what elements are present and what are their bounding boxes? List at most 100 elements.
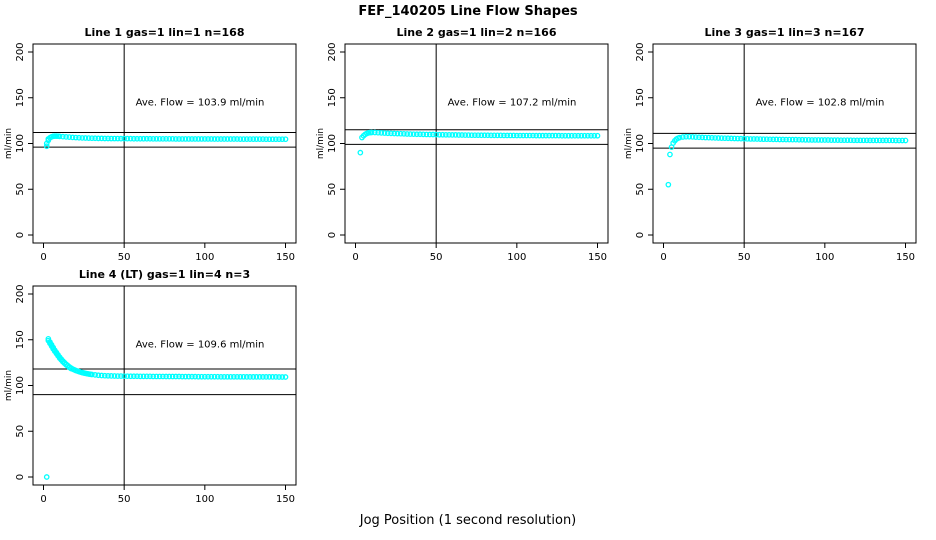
- x-tick-label: 50: [118, 252, 131, 263]
- data-point-marker: [507, 132, 514, 139]
- data-point-marker: [815, 137, 822, 143]
- data-point-marker: [256, 136, 263, 142]
- data-point-marker: [266, 136, 273, 143]
- data-point-marker: [844, 137, 851, 144]
- data-point-marker: [413, 131, 420, 138]
- data-point-marker: [130, 373, 137, 380]
- data-point-marker: [796, 136, 802, 143]
- data-point-marker: [594, 132, 601, 139]
- data-point-marker: [449, 132, 456, 138]
- data-point-marker: [143, 373, 150, 380]
- data-point-marker: [805, 136, 812, 143]
- data-point-marker: [140, 135, 147, 142]
- data-point-marker: [689, 134, 696, 140]
- data-point-marker: [725, 135, 731, 142]
- data-point-marker: [375, 129, 381, 136]
- data-point-marker: [92, 135, 98, 142]
- y-tick-label: 150: [635, 88, 646, 107]
- data-point-marker: [555, 132, 562, 139]
- data-point-marker: [559, 132, 565, 139]
- data-point-marker: [269, 374, 276, 380]
- data-point-marker: [734, 135, 741, 142]
- data-point-marker: [205, 373, 211, 380]
- data-point-marker: [114, 373, 121, 379]
- panel-title: Line 3 gas=1 lin=3 n=167: [704, 26, 864, 39]
- data-points: [665, 133, 909, 188]
- data-point-marker: [101, 372, 108, 379]
- data-point-marker: [433, 131, 440, 138]
- data-point-marker: [276, 374, 282, 380]
- data-point-marker: [841, 137, 848, 144]
- data-point-marker: [439, 131, 446, 138]
- data-point-marker: [520, 132, 527, 139]
- data-point-marker: [95, 372, 102, 379]
- data-point-marker: [565, 132, 572, 139]
- data-point-marker: [263, 374, 269, 380]
- panel-line-4: Line 4 (LT) gas=1 lin=4 n=3 0 50 100 150 0 50 1…: [2, 266, 312, 516]
- data-point-marker: [854, 137, 860, 144]
- y-tick-label: 50: [15, 183, 26, 196]
- data-point-marker: [857, 137, 864, 144]
- data-point-marker: [243, 374, 250, 380]
- data-point-marker: [127, 135, 134, 142]
- data-point-marker: [459, 132, 465, 138]
- data-point-marker: [676, 134, 683, 141]
- data-point-marker: [883, 137, 889, 144]
- x-tick-label: 150: [588, 252, 607, 263]
- data-point-marker: [211, 136, 218, 142]
- data-point-marker: [89, 135, 95, 142]
- data-point-marker: [134, 373, 140, 380]
- plot-box: [32, 285, 297, 486]
- data-point-marker: [166, 373, 173, 380]
- data-point-marker: [876, 137, 883, 144]
- data-point-marker: [533, 132, 540, 139]
- data-point-marker: [899, 137, 906, 144]
- data-point-marker: [182, 136, 189, 142]
- data-point-marker: [494, 132, 501, 139]
- data-point-marker: [504, 132, 511, 139]
- data-point-marker: [799, 136, 806, 143]
- y-tick-label: 150: [15, 88, 26, 107]
- data-point-marker: [401, 130, 407, 137]
- panel-svg: Line 1 gas=1 lin=1 n=168 0 50 100 150 0 50 100 1…: [4, 26, 297, 263]
- x-tick-label: 100: [195, 494, 214, 505]
- data-point-marker: [381, 130, 388, 136]
- y-tick-label: 200: [15, 42, 26, 61]
- data-point-marker: [279, 374, 286, 380]
- data-point-marker: [214, 136, 221, 142]
- data-point-marker: [549, 132, 556, 139]
- data-point-marker: [253, 136, 260, 142]
- data-point-marker: [260, 374, 266, 380]
- y-tick-label: 200: [15, 284, 26, 303]
- data-point-marker: [686, 133, 693, 140]
- data-point-marker: [572, 132, 578, 139]
- data-point-marker: [792, 136, 799, 143]
- data-point-marker: [786, 136, 793, 143]
- data-point-marker: [773, 136, 780, 143]
- data-point-marker: [863, 137, 870, 144]
- data-point-marker: [192, 373, 199, 380]
- data-point-marker: [821, 137, 828, 143]
- data-point-marker: [137, 373, 144, 380]
- data-point-marker: [43, 474, 50, 480]
- data-point-marker: [417, 131, 423, 138]
- data-point-marker: [163, 373, 169, 380]
- data-point-marker: [231, 373, 237, 380]
- y-tick-label: 150: [327, 88, 338, 107]
- data-point-marker: [543, 132, 549, 139]
- data-point-marker: [526, 132, 533, 139]
- y-axis-title: ml/min: [316, 128, 326, 159]
- data-point-marker: [510, 132, 517, 139]
- data-point-marker: [886, 137, 893, 144]
- data-point-marker: [501, 132, 507, 139]
- data-point-marker: [420, 131, 427, 138]
- data-point-marker: [169, 373, 176, 380]
- data-point-marker: [111, 135, 118, 142]
- x-tick-label: 100: [815, 252, 834, 263]
- data-point-marker: [143, 135, 150, 142]
- data-point-marker: [699, 134, 706, 141]
- data-point-marker: [475, 132, 481, 139]
- data-point-marker: [446, 131, 452, 138]
- data-point-marker: [182, 373, 189, 380]
- data-point-marker: [214, 373, 221, 380]
